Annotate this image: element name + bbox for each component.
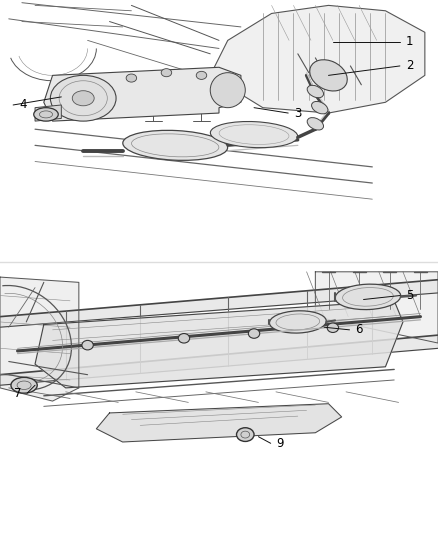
Text: 6: 6 — [355, 324, 363, 336]
Ellipse shape — [248, 329, 260, 338]
Polygon shape — [0, 280, 438, 327]
Polygon shape — [96, 403, 342, 442]
Ellipse shape — [327, 323, 339, 333]
Ellipse shape — [335, 284, 401, 310]
Text: 9: 9 — [276, 437, 284, 450]
Polygon shape — [315, 272, 438, 343]
Ellipse shape — [237, 427, 254, 441]
Ellipse shape — [82, 341, 93, 350]
Ellipse shape — [50, 75, 116, 121]
Ellipse shape — [11, 377, 37, 393]
Ellipse shape — [210, 122, 298, 148]
Ellipse shape — [72, 91, 94, 106]
Ellipse shape — [269, 311, 326, 333]
Text: 1: 1 — [406, 35, 413, 48]
Ellipse shape — [307, 118, 324, 130]
Polygon shape — [0, 277, 79, 401]
Polygon shape — [210, 5, 425, 113]
Ellipse shape — [196, 71, 207, 79]
Text: 3: 3 — [294, 107, 301, 119]
Polygon shape — [0, 335, 438, 385]
Ellipse shape — [307, 85, 324, 98]
Ellipse shape — [310, 60, 347, 91]
Text: 7: 7 — [14, 386, 21, 400]
Polygon shape — [35, 105, 61, 121]
Ellipse shape — [210, 72, 245, 108]
Ellipse shape — [123, 131, 228, 160]
Text: 2: 2 — [406, 60, 413, 72]
Ellipse shape — [126, 74, 137, 82]
Text: 4: 4 — [19, 99, 27, 111]
Ellipse shape — [34, 108, 58, 121]
Ellipse shape — [161, 69, 172, 77]
Polygon shape — [35, 301, 403, 388]
Polygon shape — [44, 67, 241, 121]
Text: 5: 5 — [406, 289, 413, 302]
Ellipse shape — [178, 334, 190, 343]
Ellipse shape — [311, 101, 328, 114]
